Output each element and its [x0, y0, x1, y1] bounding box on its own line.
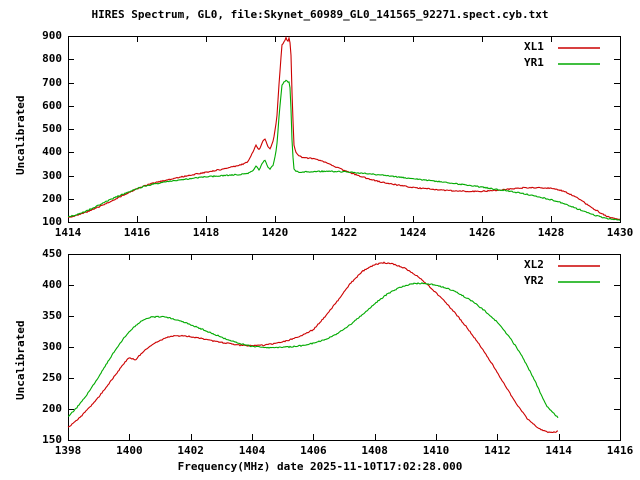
top-y-tick-label: 200: [42, 191, 62, 205]
bottom-y-tick-label: 300: [42, 340, 62, 353]
bottom-x-tick-label: 1416: [606, 444, 634, 457]
bottom-x-tick-label: 1406: [300, 444, 327, 457]
legend-label-xl1: XL1: [524, 40, 544, 53]
legend-label-yr2: YR2: [524, 274, 544, 287]
bottom-y-tick-label: 200: [42, 402, 62, 415]
bottom-y-tick-label: 450: [42, 247, 62, 260]
top-y-tick-label: 900: [42, 29, 62, 42]
bottom-x-tick-label: 1410: [422, 444, 450, 457]
top-x-tick-label: 1418: [192, 226, 220, 239]
legend-label-yr1: YR1: [524, 56, 544, 69]
top-x-tick-label: 1414: [54, 226, 82, 239]
top-y-tick-label: 400: [42, 145, 62, 159]
bottom-series-xl2: [67, 261, 559, 434]
top-series-xl1: [67, 35, 621, 220]
top-x-tick-label: 1422: [330, 226, 358, 239]
bottom-x-tick-label: 1412: [484, 444, 511, 457]
legend-label-xl2: XL2: [524, 258, 544, 271]
top-x-tick-label: 1428: [537, 226, 565, 239]
bottom-x-tick-label: 1400: [116, 444, 143, 457]
bottom-x-tick-label: 1408: [361, 444, 388, 457]
bottom-x-tick-label: 1404: [238, 444, 266, 457]
bottom-x-tick-label: 1398: [54, 444, 82, 457]
bottom-y-tick-label: 400: [42, 278, 62, 291]
top-x-tick-label: 1416: [123, 226, 151, 239]
x-axis-label: Frequency(MHz) date 2025-11-10T17:02:28.…: [177, 460, 463, 473]
page-title: HIRES Spectrum, GL0, file:Skynet_60989_G…: [91, 8, 549, 21]
top-y-tick-label: 800: [42, 52, 62, 66]
top-y-tick-label: 100: [42, 215, 62, 228]
bottom-y-tick-label: 250: [42, 371, 62, 384]
top-y-tick-label: 500: [42, 122, 62, 135]
top-y-tick-label: 700: [42, 75, 62, 89]
bottom-x-tick-label: 1402: [177, 444, 204, 457]
top-x-tick-label: 1430: [606, 226, 634, 239]
top-y-tick-label: 600: [42, 98, 62, 112]
top-x-tick-label: 1424: [399, 226, 427, 239]
top-x-tick-label: 1426: [468, 226, 496, 239]
bottom-x-tick-label: 1414: [545, 444, 572, 457]
bottom-y-tick-label: 150: [42, 433, 62, 446]
top-series-yr1: [67, 79, 621, 221]
top-y-tick-label: 300: [42, 168, 62, 182]
bottom-series-yr2: [67, 282, 559, 419]
top-x-tick-label: 1420: [261, 226, 289, 239]
bottom-y-tick-label: 350: [42, 309, 62, 322]
